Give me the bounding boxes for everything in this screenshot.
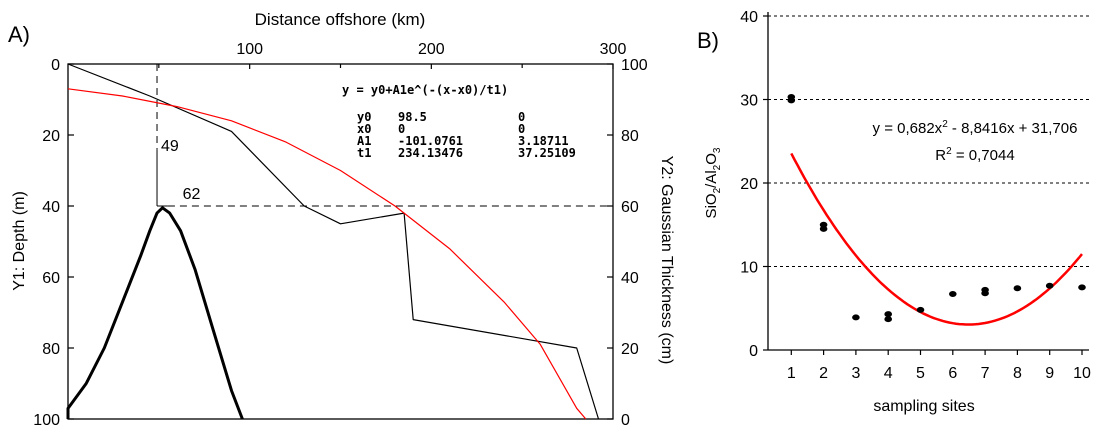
y1-tick-label: 100 [33, 412, 60, 429]
y2-ticks: 100 80 60 40 20 0 [607, 57, 648, 429]
points-b [787, 93, 1086, 323]
y2-tick-label: 60 [621, 199, 639, 216]
fit-table-cell: 0 [398, 122, 405, 136]
x-axis-title-b: sampling sites [873, 398, 974, 415]
r-squared-label: R2 = 0,7044 [935, 146, 1014, 164]
y1-axis-title: Y1: Depth (m) [11, 191, 28, 291]
data-point-b [787, 93, 796, 100]
y1-tick-label: 80 [42, 341, 60, 358]
y-tick-label-b: 20 [740, 176, 758, 193]
fit-equation: y = y0+A1e^(-(x-x0)/t1) [342, 83, 508, 97]
fit-table-cell: 98.5 [398, 110, 427, 124]
y2-tick-label: 40 [621, 270, 639, 287]
fit-table-cell: t1 [357, 146, 371, 160]
x-top-ticks: 100 200 300 [158, 41, 627, 69]
data-point-b [1045, 282, 1054, 289]
x-top-tick-label: 200 [418, 41, 445, 58]
data-point-b [852, 314, 860, 321]
fit-table-cell: y0 [357, 110, 371, 124]
fit-table-cell: 234.13476 [398, 146, 463, 160]
gridlines-b [768, 15, 1089, 267]
y1-tick-label: 20 [42, 128, 60, 145]
x-tick-label-b: 6 [948, 365, 957, 382]
data-point-b [884, 311, 892, 318]
x-tick-label-b: 5 [916, 365, 925, 382]
x-tick-label-b: 1 [787, 365, 796, 382]
y-axis-title-b: SiO2/Al2O3 [703, 147, 723, 218]
x-tick-label-b: 10 [1073, 365, 1091, 382]
annotation-62: 62 [183, 186, 201, 203]
y1-tick-label: 40 [42, 199, 60, 216]
x-top-tick-label: 100 [236, 41, 263, 58]
y-tick-label-b: 10 [740, 260, 758, 277]
x-tick-label-b: 8 [1013, 365, 1022, 382]
x-tick-label-b: 4 [884, 365, 893, 382]
trendline-b [790, 152, 1083, 326]
data-point-b [916, 306, 925, 313]
data-point-b [1013, 285, 1022, 292]
fit-table-cell: x0 [357, 122, 371, 136]
series-group-a [66, 63, 600, 420]
x-tick-label-b: 9 [1045, 365, 1054, 382]
y1-tick-label: 0 [51, 57, 60, 74]
x-ticks-b: 1 2 3 4 5 6 7 8 9 10 [787, 350, 1091, 382]
y-ticks-b: 0 10 20 30 40 [740, 9, 768, 360]
y-tick-label-b: 0 [749, 343, 758, 360]
y1-ticks: 0 20 40 60 80 100 [33, 57, 74, 429]
data-point-b [884, 316, 892, 323]
fit-table-cell: 0 [518, 110, 525, 124]
y2-tick-label: 0 [621, 412, 630, 429]
x-tick-label-b: 7 [981, 365, 990, 382]
fit-table-cell: 37.25109 [518, 146, 576, 160]
panel-a: A) Distance offshore (km) 100 200 300 0204… [8, 10, 675, 429]
data-point-b [1078, 284, 1086, 291]
x-top-axis-title: Distance offshore (km) [255, 10, 426, 29]
plot-frame-a [67, 63, 614, 420]
x-top-tick-label: 300 [600, 41, 627, 58]
series-line-2 [66, 206, 244, 420]
y2-tick-label: 80 [621, 128, 639, 145]
panel-a-label: A) [8, 22, 30, 47]
annotation-49: 49 [161, 138, 179, 155]
panel-b: B) 0 10 20 30 40 1 2 3 4 5 6 7 8 9 10 SiO2/Al2O3 samp… [697, 9, 1091, 415]
x-tick-label-b: 2 [819, 365, 828, 382]
series-line-1 [67, 88, 587, 420]
data-point-b [949, 291, 957, 298]
data-point-b [819, 221, 828, 228]
y2-axis-title: Y2: Gaussian Thickness (cm) [658, 156, 675, 365]
y2-tick-label: 100 [621, 57, 648, 74]
y-tick-label-b: 40 [740, 9, 758, 26]
y-tick-label-b: 30 [740, 93, 758, 110]
fit-table-cell: A1 [357, 134, 371, 148]
data-point-b [819, 225, 828, 232]
fit-table-cell: 0 [518, 122, 525, 136]
y1-tick-label: 60 [42, 270, 60, 287]
fit-table-cell: 3.18711 [518, 134, 569, 148]
y2-tick-label: 20 [621, 341, 639, 358]
data-point-b [981, 286, 989, 293]
trendline-equation: y = 0,682x2 - 8,8416x + 31,706 [873, 119, 1078, 137]
x-tick-label-b: 3 [851, 365, 860, 382]
series-line-0 [67, 63, 600, 420]
fit-table-cell: -101.0761 [398, 134, 463, 148]
panel-b-label: B) [697, 28, 719, 53]
